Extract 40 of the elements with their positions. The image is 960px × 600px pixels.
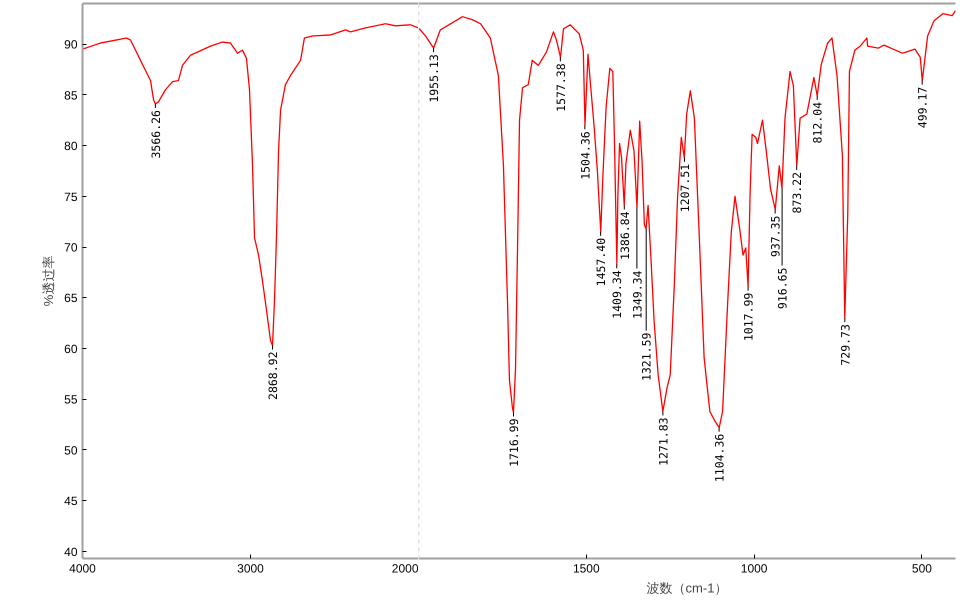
y-tick-label: 40 — [64, 544, 78, 559]
annotation: 1409.34 — [610, 270, 624, 319]
x-tick-label: 3000 — [237, 562, 264, 576]
y-tick-label: 60 — [64, 342, 78, 356]
annotation: 1457.40 — [594, 238, 608, 286]
annotation: 1207.51 — [678, 164, 692, 212]
y-tick-label: 75 — [64, 190, 78, 204]
x-tick-label: 1500 — [572, 562, 600, 576]
annotation: 2868.92 — [266, 352, 280, 400]
x-tick-label: 500 — [912, 562, 932, 576]
y-tick-label: 85 — [64, 88, 78, 102]
x-tick-label: 1000 — [740, 562, 768, 576]
y-tick-label: 55 — [64, 392, 78, 407]
y-tick-label: 50 — [64, 443, 78, 458]
annotation: 1104.36 — [712, 434, 727, 482]
annotation: 3566.26 — [148, 110, 163, 158]
annotation: 1349.34 — [630, 270, 644, 320]
annotation: 729.73 — [838, 324, 852, 366]
x-tick-label: 2000 — [392, 562, 419, 576]
annotation: 1716.99 — [506, 418, 521, 467]
annotation: 1321.59 — [640, 332, 654, 382]
annotation: 916.65 — [776, 268, 790, 310]
y-tick-label: 90 — [64, 38, 78, 52]
annotation: 1271.83 — [656, 417, 670, 466]
annotation: 812.04 — [810, 102, 825, 144]
y-axis-title: %透过率 — [41, 256, 56, 306]
annotation: 937.35 — [768, 216, 783, 258]
annotation: 1504.36 — [578, 131, 592, 180]
y-tick-label: 45 — [64, 494, 78, 508]
annotation: 1386.84 — [618, 211, 632, 260]
annotation: 1577.38 — [554, 63, 568, 112]
y-tick-label: 70 — [64, 240, 78, 255]
annotation: 1955.13 — [427, 54, 442, 103]
annotation: 873.22 — [790, 172, 804, 214]
y-tick-label: 65 — [64, 291, 78, 306]
x-axis-title: 波数（cm-1） — [646, 580, 728, 596]
annotation: 1017.99 — [742, 292, 756, 342]
x-tick-label: 4000 — [69, 562, 96, 576]
annotation: 499.17 — [916, 86, 930, 128]
y-tick-label: 80 — [64, 139, 78, 154]
